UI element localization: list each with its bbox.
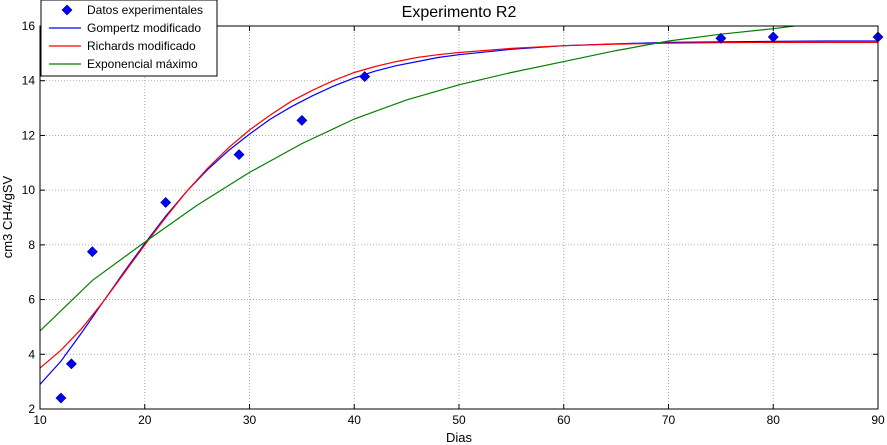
data-point — [233, 149, 245, 161]
y-tick-label: 14 — [22, 74, 36, 88]
x-tick-label: 40 — [348, 413, 362, 427]
legend-marker — [61, 4, 73, 16]
legend-box — [40, 0, 218, 77]
x-tick-label: 90 — [871, 413, 885, 427]
series-layer — [40, 26, 884, 404]
chart-title: Experimento R2 — [402, 4, 517, 21]
data-point — [55, 392, 67, 404]
data-point — [66, 358, 77, 370]
x-tick-label: 20 — [138, 413, 152, 427]
grid — [40, 26, 878, 409]
data-point — [296, 114, 308, 126]
x-tick-label: 80 — [767, 413, 781, 427]
y-tick-label: 10 — [22, 183, 36, 197]
y-tick-label: 12 — [22, 128, 36, 142]
y-tick-label: 16 — [22, 19, 36, 33]
legend-label: Exponencial máximo — [87, 57, 198, 71]
legend-label: Gompertz modificado — [87, 21, 201, 35]
series-line — [40, 26, 795, 332]
ticks: 10 20 30 40 50 60 70 80 90 2 4 6 8 10 12 14 16 — [22, 19, 885, 427]
series-line — [40, 41, 878, 369]
x-tick-label: 10 — [33, 413, 47, 427]
legend-label: Richards modificado — [87, 39, 196, 53]
x-tick-label: 60 — [557, 413, 571, 427]
x-tick-label: 30 — [243, 413, 257, 427]
data-point — [359, 71, 371, 83]
legend: Datos experimentales Gompertz modificado R… — [40, 0, 218, 77]
x-tick-label: 50 — [452, 413, 466, 427]
y-tick-label: 6 — [28, 293, 35, 307]
legend-label: Datos experimentales — [87, 3, 203, 17]
y-tick-label: 4 — [28, 347, 35, 361]
data-point — [715, 32, 727, 44]
x-tick-label: 70 — [662, 413, 676, 427]
data-point — [86, 246, 98, 258]
y-tick-label: 8 — [28, 238, 35, 252]
x-axis-label: Dias — [446, 430, 473, 445]
data-point — [767, 31, 779, 43]
data-point — [160, 197, 172, 208]
y-tick-label: 2 — [28, 402, 35, 416]
y-axis-label: cm3 CH4/gSV — [0, 175, 15, 258]
